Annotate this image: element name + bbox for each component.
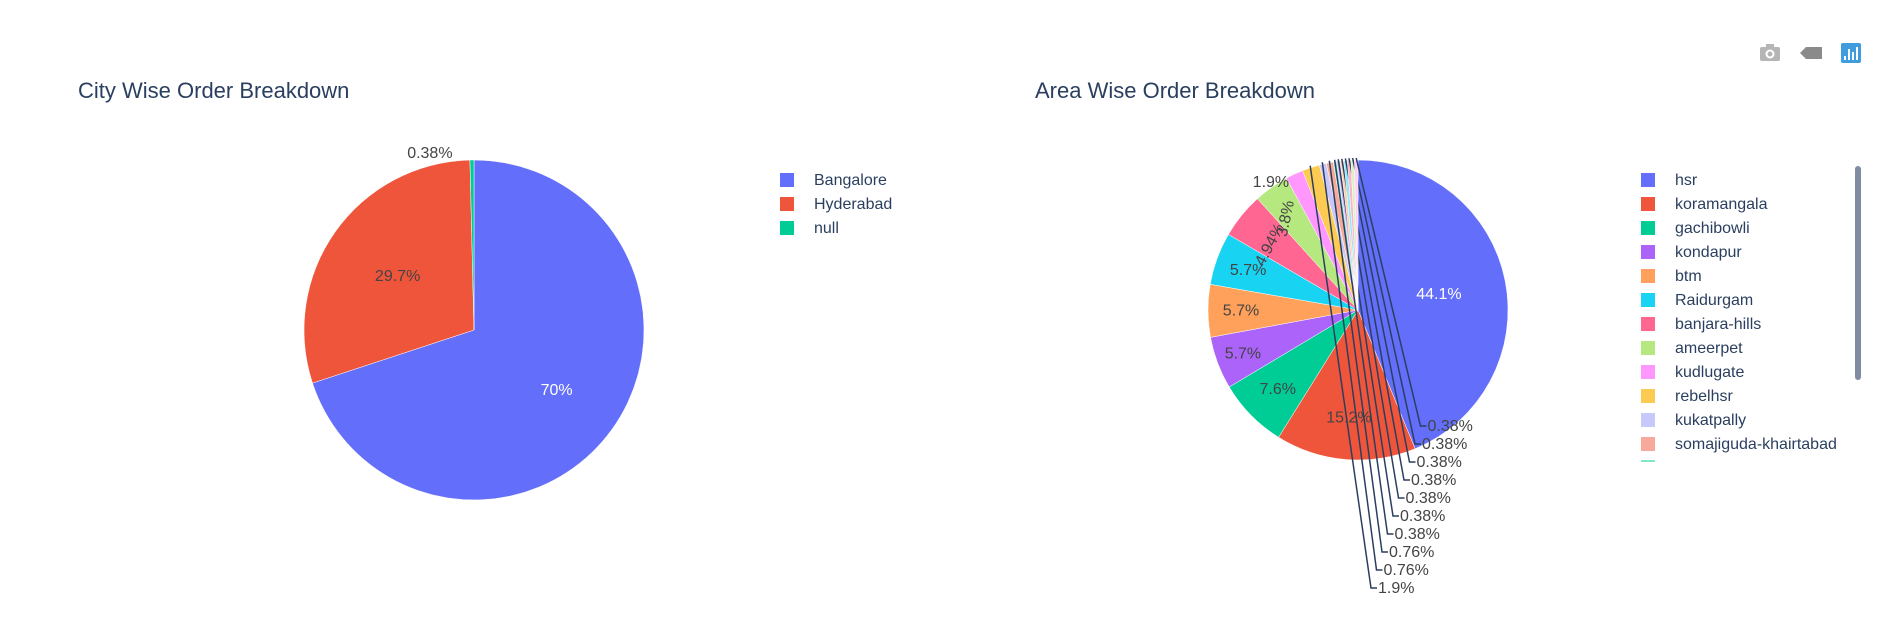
legend-scrollbar[interactable] [1855,166,1861,380]
area-chart-title: Area Wise Order Breakdown [1035,78,1315,103]
legend-item-null[interactable]: null [780,220,839,237]
camera-icon [1760,44,1780,61]
legend-item-hyderabad[interactable]: Hyderabad [780,196,892,213]
legend-label: kukatpally [1675,412,1746,429]
legend-label: Bangalore [814,172,887,189]
slice-label-btm: 5.7% [1223,303,1259,320]
slice-label-slice-16: 0.38% [1411,472,1456,489]
legend-item-bangalore[interactable]: Bangalore [780,172,887,189]
slice-label-raidurgam: 5.7% [1230,262,1266,279]
legend-label: somajiguda-khairtabad [1675,436,1837,453]
legend-item-btm[interactable]: btm [1641,268,1702,285]
modebar [1758,41,1863,65]
legend-item-hsr[interactable]: hsr [1641,172,1698,189]
legend-swatch [1641,365,1655,379]
legend-swatch [1641,437,1655,451]
legend-swatch [780,221,794,235]
legend-item-koramangala[interactable]: koramangala [1641,196,1768,213]
legend-label: null [814,220,839,237]
slice-label-slice-13: 0.38% [1395,526,1440,543]
leader-line-slice-17 [1348,158,1416,463]
slice-label-kukatpally: 0.76% [1384,562,1429,579]
legend-label: Hyderabad [814,196,892,213]
legend-swatch [1641,293,1655,307]
leader-line-slice-13 [1333,159,1394,535]
slice-label-bangalore: 70% [541,382,573,399]
legend-label: Raidurgam [1675,292,1753,309]
legend-swatch [1641,245,1655,259]
pie-slice-koramangala[interactable] [1278,309,1416,461]
legend-swatch [780,197,794,211]
plotly-logo-button[interactable] [1839,41,1863,65]
slice-label-koramangala: 15.2% [1326,410,1371,427]
legend-swatch [1641,197,1655,211]
legend-label: banjara-hills [1675,316,1761,333]
slice-label-slice-19: 0.38% [1428,418,1473,435]
leader-line-slice-18 [1351,157,1421,445]
legend-label: rebelhsr [1675,388,1733,405]
legend-label: kondapur [1675,244,1742,261]
legend-item-rebelhsr[interactable]: rebelhsr [1641,388,1733,405]
legend-label: ameerpet [1675,340,1743,357]
bar-chart-icon [1841,43,1861,63]
tag-icon [1800,47,1822,59]
area-legend: hsr koramangala gachibowli kondapur btm Raidu… [1641,166,1861,462]
compare-hover-button[interactable] [1799,41,1823,65]
slice-label-slice-14: 0.38% [1400,508,1445,525]
legend-item-gachibowli[interactable]: gachibowli [1641,220,1750,237]
leader-line-rebelhsr [1309,165,1377,589]
legend-swatch [1641,269,1655,283]
pie-slice-hsr[interactable] [1357,159,1509,450]
download-plot-button[interactable] [1758,41,1782,65]
legend-swatch [1641,341,1655,355]
leader-line-kukatpally [1321,162,1383,571]
legend-label: kudlugate [1675,364,1744,381]
legend-label: koramangala [1675,196,1768,213]
area-pie: 44.1%15.2%7.6%5.7%5.7%5.7%4.94%3.8%1.9%1… [1207,157,1509,597]
legend-item-raidurgam[interactable]: Raidurgam [1641,292,1753,309]
legend-swatch [1641,413,1655,427]
legend-swatch-partial [1641,460,1655,462]
legend-swatch [1641,173,1655,187]
city-legend: Bangalore Hyderabad null [780,172,892,237]
pie-slice-bangalore[interactable] [312,159,645,501]
legend-item-kukatpally[interactable]: kukatpally [1641,412,1746,429]
slice-label-rebelhsr: 1.9% [1378,580,1414,597]
slice-label-slice-15: 0.38% [1406,490,1451,507]
legend-item-ameerpet[interactable]: ameerpet [1641,340,1743,357]
legend-swatch [780,173,794,187]
leader-line-slice-19 [1355,157,1427,427]
slice-label-somajiguda-khairtabad: 0.76% [1389,544,1434,561]
legend-swatch [1641,389,1655,403]
legend-item-banjara-hills[interactable]: banjara-hills [1641,316,1761,333]
legend-label: btm [1675,268,1702,285]
slice-label-hyderabad: 29.7% [375,268,420,285]
legend-label: hsr [1675,172,1698,189]
leader-line-somajiguda-khairtabad [1328,160,1388,553]
pie-slice-null[interactable] [469,159,475,331]
slice-label-kondapur: 5.7% [1225,345,1261,362]
legend-label: gachibowli [1675,220,1750,237]
legend-item-kondapur[interactable]: kondapur [1641,244,1742,261]
slice-label-gachibowli: 7.6% [1259,381,1295,398]
slice-label-slice-18: 0.38% [1422,436,1467,453]
city-pie: 70% 29.7% 0.38% [303,145,645,501]
slice-label-kudlugate: 1.9% [1253,174,1289,191]
slice-label-slice-17: 0.38% [1417,454,1462,471]
slice-label-null: 0.38% [407,145,452,162]
legend-swatch [1641,221,1655,235]
legend-item-somajiguda-khairtabad[interactable]: somajiguda-khairtabad [1641,436,1837,453]
legend-swatch [1641,317,1655,331]
city-chart-title: City Wise Order Breakdown [78,78,349,103]
pie-slice-hyderabad[interactable] [303,159,475,384]
slice-label-hsr: 44.1% [1416,286,1461,303]
leader-line-slice-15 [1341,158,1405,499]
leader-line-slice-16 [1344,158,1410,481]
legend-item-kudlugate[interactable]: kudlugate [1641,364,1744,381]
